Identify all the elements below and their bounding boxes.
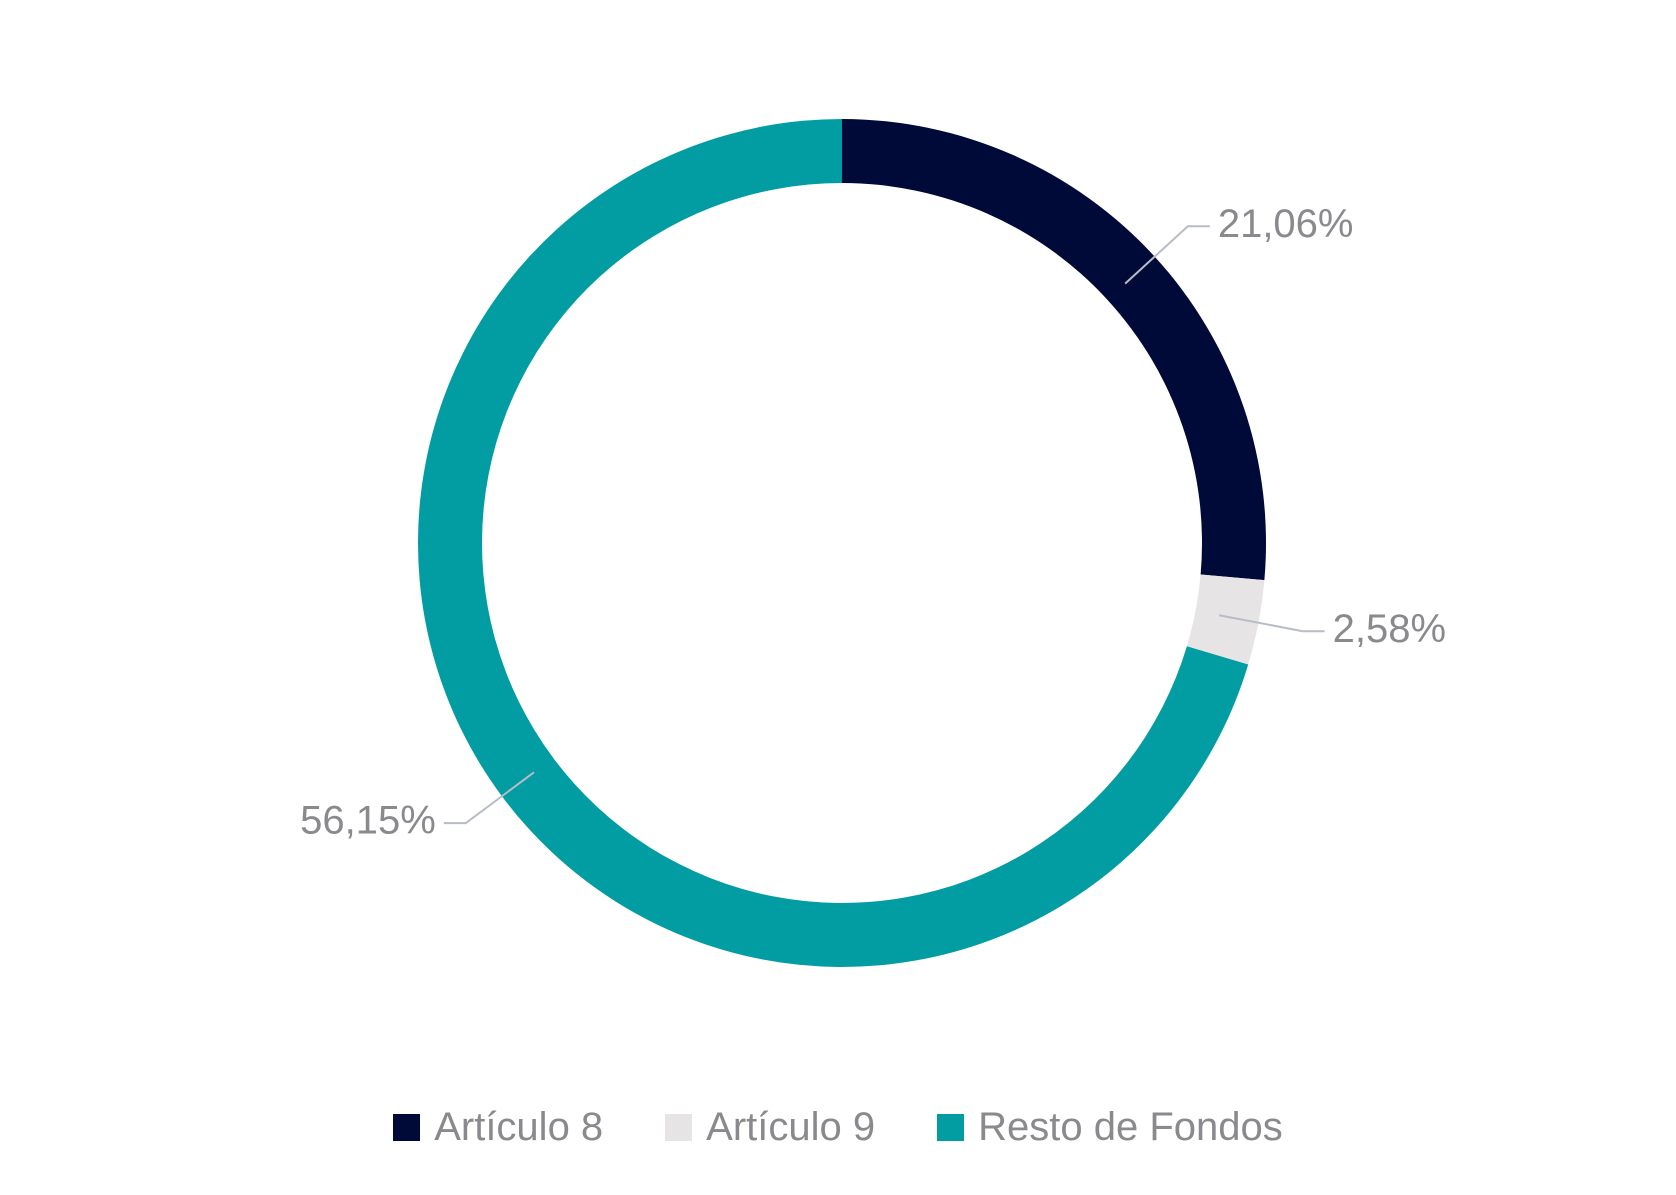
legend-swatch: [393, 1113, 421, 1141]
legend-swatch: [665, 1113, 693, 1141]
chart: 21,06% 2,58% 56,15%: [300, 119, 1446, 967]
legend-item: Resto de Fondos: [937, 1105, 1283, 1150]
legend-label: Artículo 8: [434, 1104, 604, 1149]
leader-line: [1124, 225, 1210, 285]
donut-slice: [1186, 574, 1265, 665]
legend-label: Artículo 9: [706, 1104, 876, 1149]
data-label: 2,58%: [1333, 607, 1446, 651]
legend-label: Resto de Fondos: [978, 1104, 1283, 1149]
legend-swatch: [937, 1113, 965, 1141]
data-label: 21,06%: [1218, 202, 1354, 246]
leader-line: [1218, 614, 1325, 633]
donut-slice: [842, 119, 1267, 581]
data-label: 56,15%: [300, 799, 436, 843]
legend: Artículo 8 Artículo 9 Resto de Fondos: [0, 1100, 1676, 1154]
leader-line: [443, 771, 535, 825]
legend-item: Artículo 9: [665, 1105, 875, 1150]
legend-item: Artículo 8: [393, 1105, 603, 1150]
